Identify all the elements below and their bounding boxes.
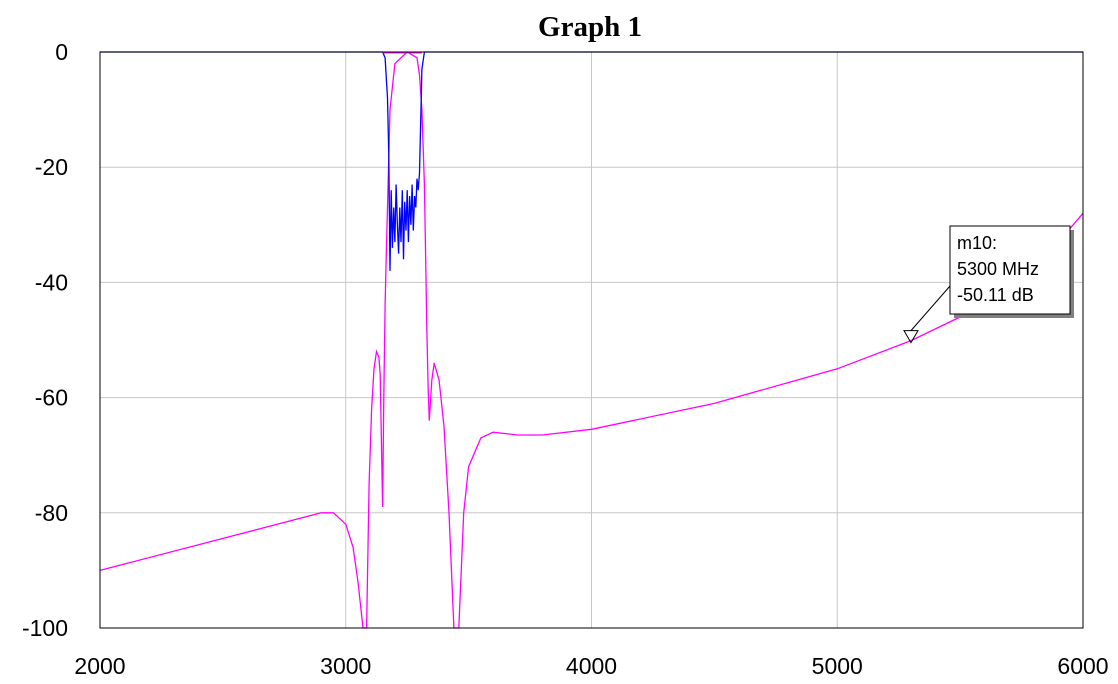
y-tick-label-4: -80 [35,500,68,526]
marker-m10[interactable]: m10: 5300 MHz -50.11 dB [903,225,1074,344]
x-axis-ticks: 2000 3000 4000 5000 6000 [74,653,1108,679]
chart-title: Graph 1 [538,11,642,43]
y-tick-label-2: -40 [35,269,68,295]
x-tick-label-1: 3000 [320,653,371,679]
marker-frequency: 5300 MHz [957,259,1039,279]
series-0-line [100,51,1083,271]
y-tick-label-3: -60 [35,385,68,411]
plot-frame [99,51,1084,629]
x-tick-label-0: 2000 [74,653,125,679]
x-tick-label-3: 5000 [812,653,863,679]
x-tick-label-2: 4000 [566,653,617,679]
marker-triangle-icon[interactable] [903,330,919,344]
y-axis-ticks: 0 -20 -40 -60 -80 -100 [22,39,68,641]
y-tick-label-0: 0 [55,39,68,65]
y-tick-label-5: -100 [22,615,68,641]
x-tick-label-4: 6000 [1057,653,1108,679]
series-1-line [99,51,1084,629]
grid [100,52,1083,628]
marker-value: -50.11 dB [957,285,1034,305]
marker-box[interactable] [949,225,1071,315]
marker-name: m10: [957,233,997,253]
y-tick-label-1: -20 [35,154,68,180]
marker-leader-line [910,285,951,331]
